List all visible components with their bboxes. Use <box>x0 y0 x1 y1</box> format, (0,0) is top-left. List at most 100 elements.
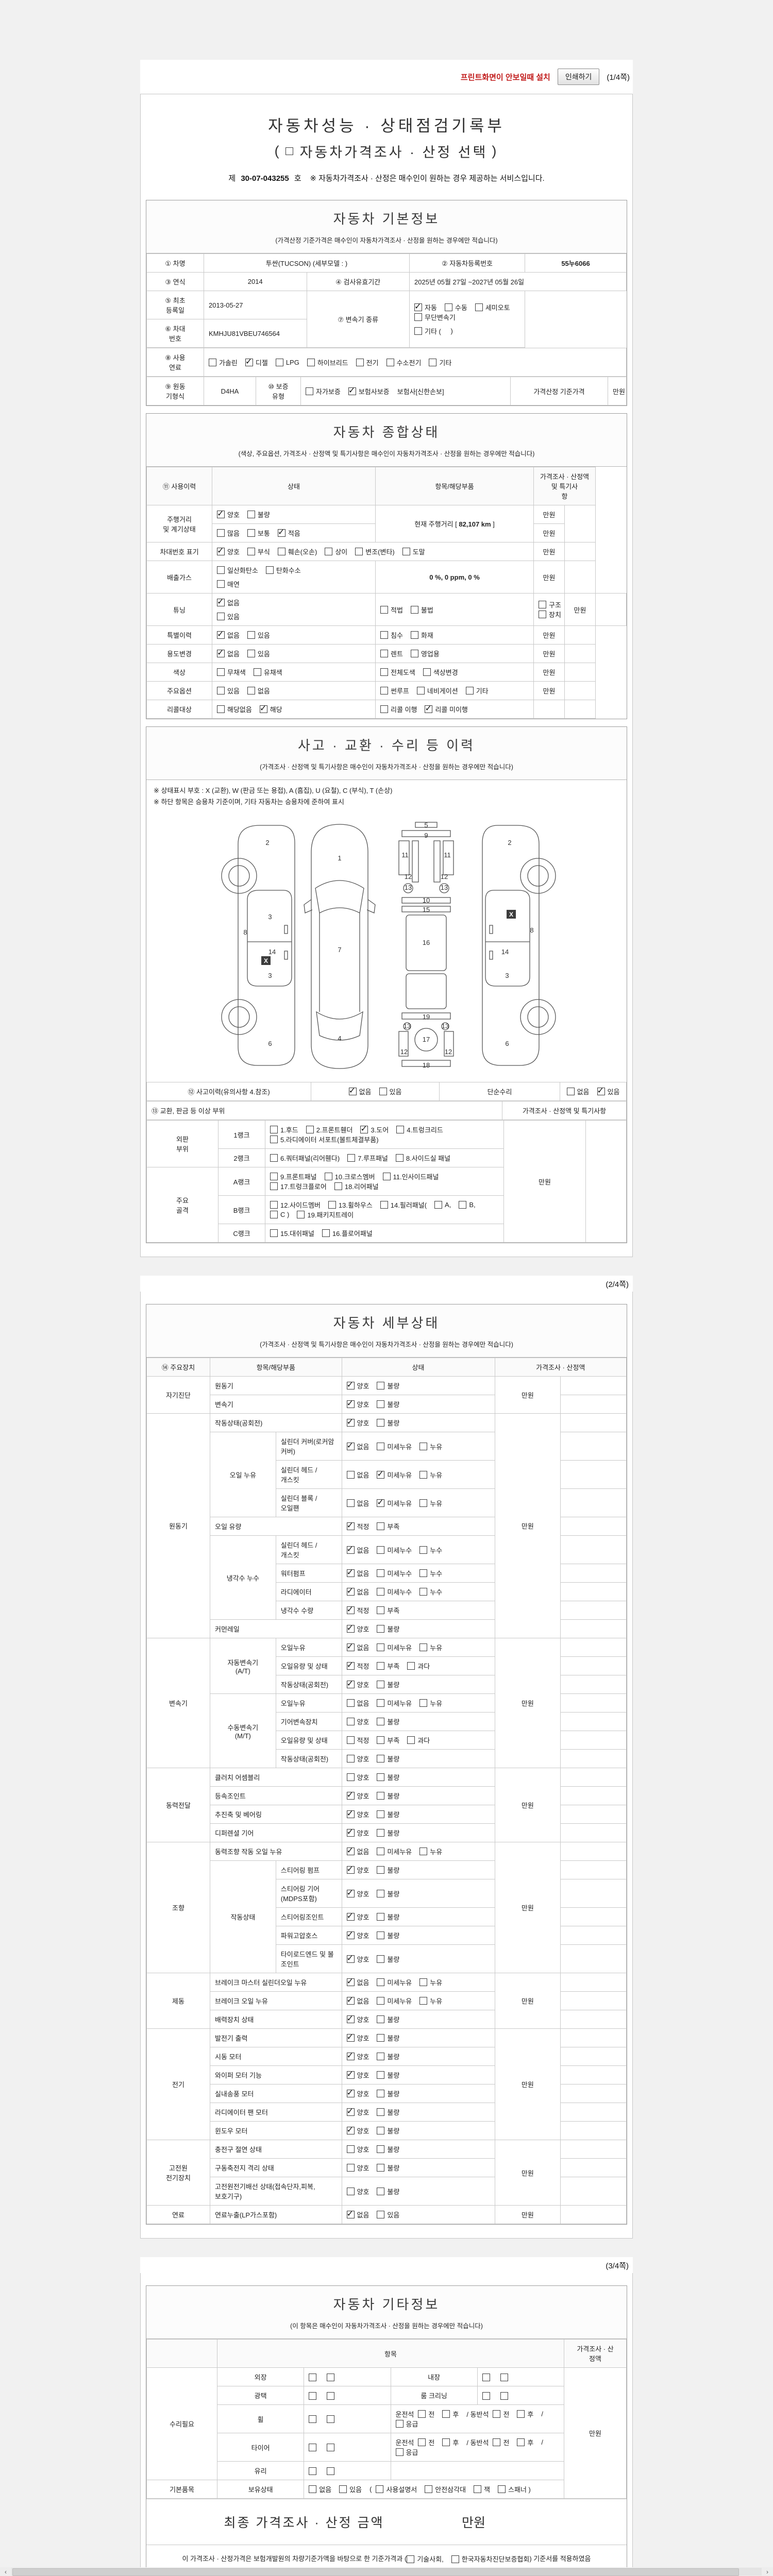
checkbox[interactable] <box>346 2145 355 2154</box>
checkbox[interactable] <box>377 1755 385 1763</box>
checkbox[interactable] <box>382 1173 391 1181</box>
checkbox[interactable] <box>380 1201 388 1209</box>
checkbox[interactable] <box>377 1382 385 1390</box>
checkbox[interactable] <box>377 1955 385 1963</box>
checkbox[interactable] <box>419 1699 428 1707</box>
checkbox[interactable] <box>418 2410 426 2418</box>
checkbox[interactable] <box>377 2034 385 2042</box>
checkbox[interactable] <box>346 1586 355 1596</box>
checkbox[interactable] <box>217 629 225 639</box>
checkbox[interactable] <box>346 2187 355 2195</box>
checkbox[interactable] <box>346 1718 355 1726</box>
checkbox[interactable] <box>346 1623 355 1633</box>
checkbox[interactable] <box>346 2088 355 2098</box>
checkbox[interactable] <box>380 687 388 694</box>
checkbox[interactable] <box>419 1442 428 1450</box>
checkbox[interactable] <box>423 668 431 676</box>
checkbox[interactable] <box>377 2071 385 2079</box>
checkbox[interactable] <box>377 1606 385 1615</box>
checkbox[interactable] <box>346 2069 355 2079</box>
checkbox[interactable] <box>270 1182 278 1191</box>
checkbox[interactable] <box>346 1808 355 1819</box>
checkbox[interactable] <box>346 2050 355 2061</box>
checkbox[interactable] <box>395 1154 404 1162</box>
checkbox[interactable] <box>327 2415 335 2424</box>
checkbox[interactable] <box>346 1995 355 2005</box>
checkbox[interactable] <box>377 1546 385 1554</box>
checkbox[interactable] <box>377 1522 385 1531</box>
checkbox[interactable] <box>377 1848 385 1856</box>
checkbox[interactable] <box>217 687 225 694</box>
checkbox[interactable] <box>429 358 437 366</box>
checkbox[interactable] <box>346 2032 355 2042</box>
checkbox[interactable] <box>356 358 364 366</box>
checkbox[interactable] <box>346 1888 355 1898</box>
checkbox[interactable] <box>275 358 283 366</box>
checkbox[interactable] <box>327 2392 335 2400</box>
checkbox[interactable] <box>377 1625 385 1633</box>
checkbox[interactable] <box>327 2373 335 2381</box>
checkbox[interactable] <box>270 1126 278 1134</box>
checkbox[interactable] <box>377 2127 385 2135</box>
checkbox[interactable] <box>217 566 225 574</box>
checkbox[interactable] <box>270 1211 278 1219</box>
checkbox[interactable] <box>377 2164 385 2172</box>
checkbox[interactable] <box>346 2125 355 2135</box>
checkbox[interactable] <box>346 1679 355 1689</box>
checkbox[interactable] <box>348 385 356 396</box>
checkbox[interactable] <box>500 2373 508 2381</box>
checkbox[interactable] <box>377 1997 385 2005</box>
checkbox[interactable] <box>346 1499 355 1507</box>
checkbox[interactable] <box>377 1866 385 1874</box>
checkbox[interactable] <box>377 2211 385 2219</box>
checkbox[interactable] <box>380 605 388 614</box>
checkbox[interactable] <box>377 1588 385 1596</box>
checkbox[interactable] <box>217 529 225 537</box>
checkbox[interactable] <box>377 1792 385 1800</box>
checkbox[interactable] <box>395 2448 404 2456</box>
checkbox[interactable] <box>419 1997 428 2005</box>
checkbox[interactable] <box>498 2485 506 2494</box>
checkbox[interactable] <box>410 605 418 614</box>
checkbox[interactable] <box>386 358 394 366</box>
checkbox[interactable] <box>355 548 363 555</box>
checkbox[interactable] <box>419 1978 428 1987</box>
checkbox[interactable] <box>377 1681 385 1689</box>
checkbox[interactable] <box>265 566 274 574</box>
checkbox[interactable] <box>328 1201 336 1209</box>
checkbox[interactable] <box>377 1931 385 1940</box>
checkbox[interactable] <box>346 1827 355 1837</box>
checkbox[interactable] <box>217 648 225 658</box>
checkbox[interactable] <box>380 705 388 713</box>
checkbox[interactable] <box>322 1229 330 1238</box>
checkbox[interactable] <box>419 1569 428 1578</box>
checkbox[interactable] <box>360 1124 368 1134</box>
checkbox[interactable] <box>346 1845 355 1856</box>
checkbox[interactable] <box>346 1976 355 1987</box>
checkbox[interactable] <box>475 303 483 311</box>
checkbox[interactable] <box>247 650 255 657</box>
checkbox[interactable] <box>377 2090 385 2098</box>
checkbox[interactable] <box>245 357 253 367</box>
checkbox[interactable] <box>253 668 261 676</box>
checkbox[interactable] <box>377 2015 385 2024</box>
checkbox[interactable] <box>377 1978 385 1987</box>
checkbox[interactable] <box>217 668 225 676</box>
checkbox[interactable] <box>209 358 216 366</box>
checkbox[interactable] <box>306 387 313 395</box>
checkbox[interactable] <box>566 1088 575 1096</box>
checkbox[interactable] <box>270 1229 278 1238</box>
checkbox[interactable] <box>482 2373 490 2381</box>
checkbox[interactable] <box>346 1417 355 1427</box>
checkbox[interactable] <box>377 1889 385 1897</box>
checkbox[interactable] <box>419 1470 428 1479</box>
checkbox[interactable] <box>414 301 422 312</box>
checkbox[interactable] <box>309 2444 317 2452</box>
print-install-note[interactable]: 프린트화면이 안보일때 설치 <box>460 73 550 82</box>
checkbox[interactable] <box>539 601 546 608</box>
checkbox[interactable] <box>309 2415 317 2424</box>
checkbox[interactable] <box>217 613 225 620</box>
checkbox[interactable] <box>377 2145 385 2154</box>
scrollbar-track[interactable] <box>11 2568 762 2576</box>
checkbox[interactable] <box>346 1864 355 1874</box>
